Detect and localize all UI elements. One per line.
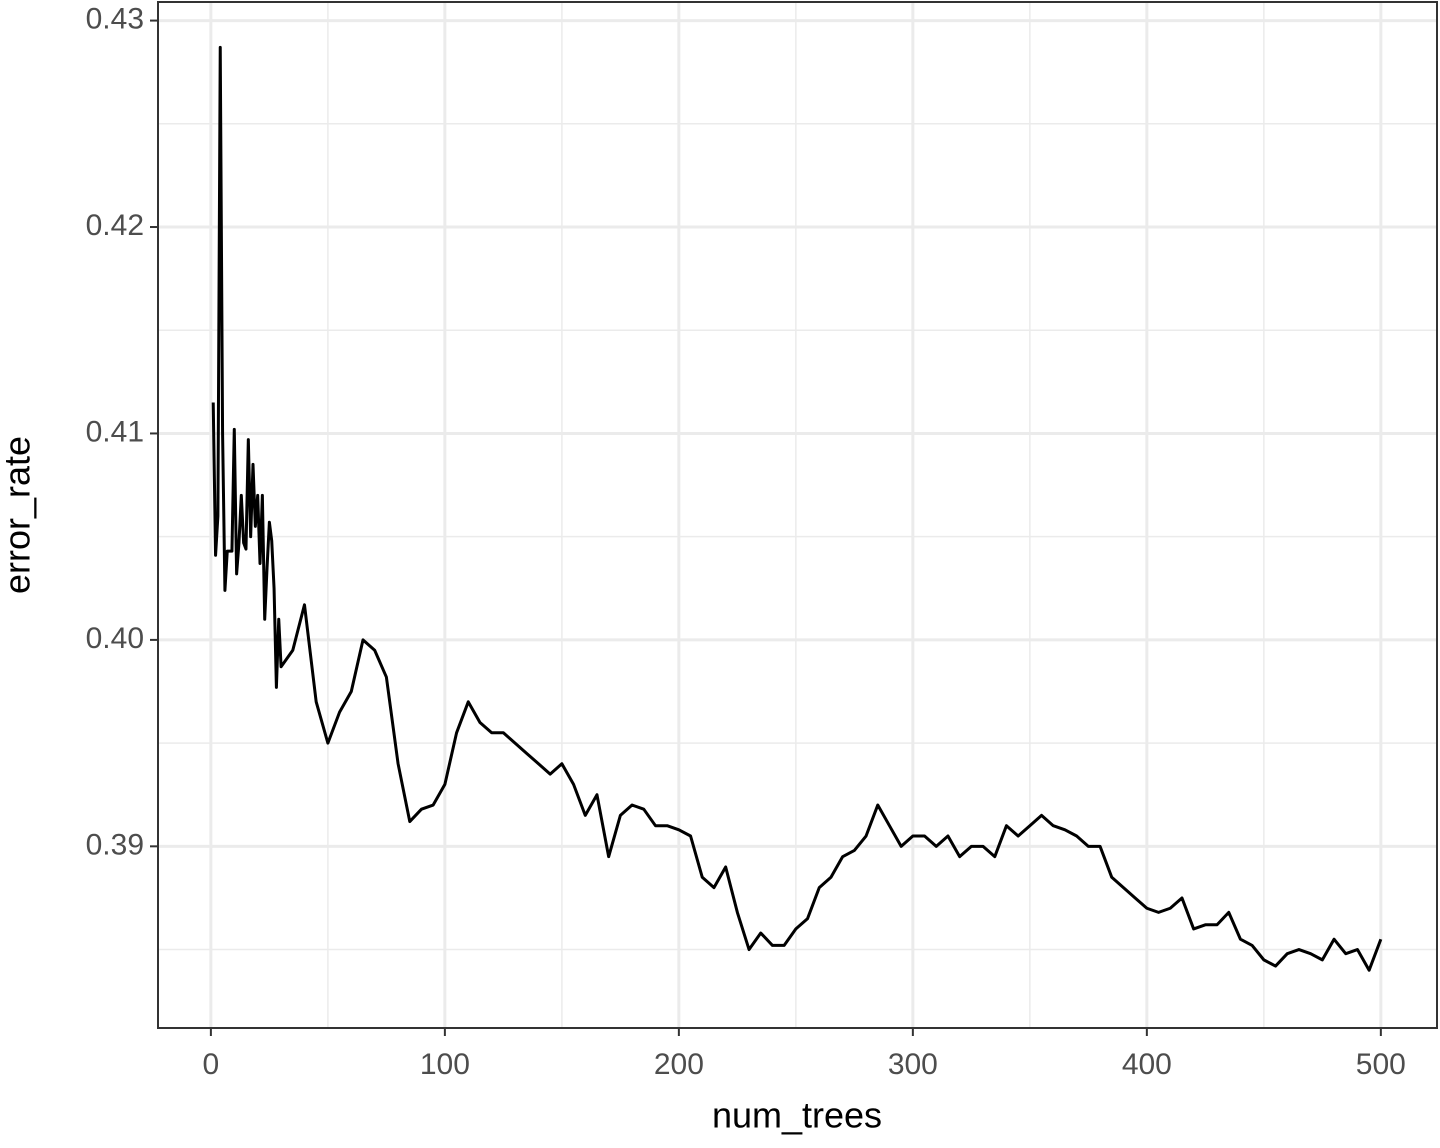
x-tick-label: 0 xyxy=(203,1048,220,1081)
y-tick-label: 0.43 xyxy=(86,3,144,36)
y-tick-label: 0.41 xyxy=(86,415,144,448)
x-tick-label: 100 xyxy=(420,1048,470,1081)
y-tick-label: 0.40 xyxy=(86,622,144,655)
panel-border xyxy=(157,1,1438,1029)
data-line xyxy=(211,45,1383,972)
y-tick-label: 0.39 xyxy=(86,828,144,861)
x-tick-label: 200 xyxy=(654,1048,704,1081)
y-axis-title: error_rate xyxy=(0,436,38,594)
x-tick-label: 500 xyxy=(1356,1048,1406,1081)
y-tick-label: 0.42 xyxy=(86,209,144,242)
x-tick-label: 300 xyxy=(888,1048,938,1081)
x-axis-title: num_trees xyxy=(712,1095,882,1136)
x-tick-label: 400 xyxy=(1122,1048,1172,1081)
